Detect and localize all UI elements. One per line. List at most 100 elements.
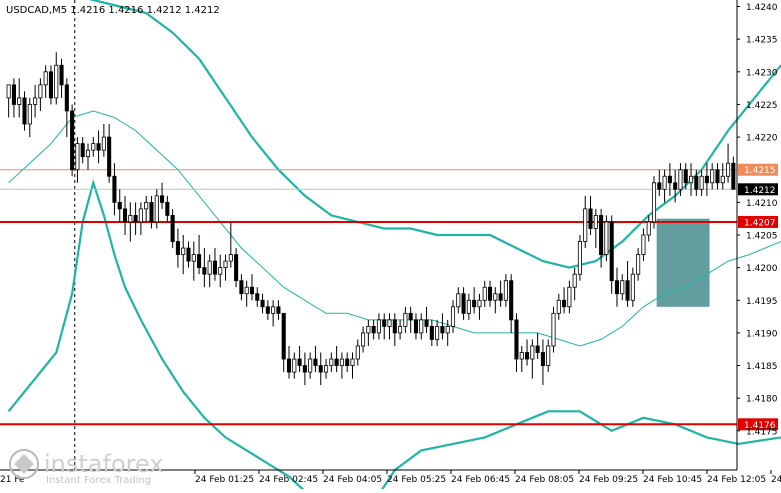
candle-body	[260, 299, 265, 308]
candle-body	[133, 215, 138, 223]
candle-body	[704, 175, 709, 184]
chart-title: USDCAD,M5 1.4216 1.4216 1.4212 1.4212	[6, 5, 220, 16]
candle-body	[424, 319, 429, 327]
candle-body	[334, 358, 339, 366]
candle-body	[170, 215, 175, 242]
candle-body	[710, 169, 715, 184]
candle-body	[366, 325, 371, 334]
x-tick-label: 24 Feb 10:45	[643, 475, 702, 485]
y-tick-label: 1.4175	[746, 427, 778, 437]
candle-body	[91, 143, 96, 151]
candle-body	[329, 358, 334, 366]
candle-body	[107, 136, 112, 177]
candle-body	[493, 293, 498, 301]
candle-body	[96, 143, 101, 151]
candle-body	[70, 110, 75, 171]
y-tick-label: 1.4225	[746, 101, 778, 111]
x-tick-label: 24 Feb 08:05	[515, 475, 574, 485]
candle-body	[218, 267, 223, 275]
y-tick-label: 1.4180	[746, 395, 778, 405]
candle-body	[456, 293, 461, 308]
y-tick-label: 1.4190	[746, 329, 778, 339]
candle-body	[313, 358, 318, 366]
x-tick-label: 24 Feb 06:45	[451, 475, 510, 485]
x-tick-label: 24 Feb 13:25	[771, 475, 781, 485]
candle-body	[636, 254, 641, 275]
candle-body	[514, 319, 519, 360]
candle-body	[419, 319, 424, 334]
x-tick-label: 24 Feb 12:05	[707, 475, 766, 485]
y-tick-label: 1.4210	[746, 199, 778, 209]
candle-body	[117, 201, 122, 210]
candle-body	[197, 254, 202, 269]
candle-body	[223, 260, 228, 269]
y-tick-label: 1.4200	[746, 264, 778, 274]
price-tag-bg	[738, 163, 778, 176]
candle-body	[22, 97, 27, 125]
candle-body	[59, 64, 64, 86]
candle-body	[382, 319, 387, 327]
candle-body	[27, 104, 32, 125]
candle-body	[308, 358, 313, 373]
candle-body	[641, 234, 646, 255]
x-tick-label-first: 21 Fe	[0, 475, 25, 485]
candle-body	[503, 280, 508, 301]
candle-body	[202, 267, 207, 275]
candle-body	[207, 260, 212, 275]
y-tick-label: 1.4235	[746, 36, 778, 46]
x-tick-label: 24 Feb 04:05	[323, 475, 382, 485]
candle-body	[387, 319, 392, 327]
y-tick-label: 1.4240	[746, 3, 778, 13]
candle-body	[683, 169, 688, 184]
candle-body	[350, 358, 355, 366]
candle-body	[625, 280, 630, 301]
price-tag-label: 1.4207	[744, 218, 776, 228]
candle-body	[234, 254, 239, 282]
candle-body	[398, 325, 403, 334]
candle-body	[477, 299, 482, 308]
candle-body	[699, 175, 704, 190]
candle-body	[144, 201, 149, 210]
highlight-zone	[656, 218, 710, 307]
candle-body	[128, 215, 133, 223]
candle-body	[498, 293, 503, 301]
candle-body	[599, 215, 604, 255]
candle-body	[345, 358, 350, 366]
candle-body	[445, 325, 450, 334]
candle-body	[33, 97, 38, 105]
candle-body	[408, 312, 413, 321]
candle-body	[678, 169, 683, 190]
candle-body	[546, 345, 551, 366]
candle-body	[525, 352, 530, 360]
candle-body	[160, 195, 165, 203]
candle-body	[281, 312, 286, 360]
candle-body	[101, 136, 106, 151]
candle-body	[361, 332, 366, 347]
candle-body	[292, 358, 297, 373]
candle-body	[413, 319, 419, 334]
price-tag-bg	[738, 215, 778, 228]
x-tick-label: 24 Feb 01:25	[195, 475, 254, 485]
x-tick-label: 24 Feb 02:45	[259, 475, 318, 485]
candle-body	[286, 358, 292, 373]
candle-body	[244, 286, 249, 295]
candle-body	[726, 162, 731, 177]
candle-body	[212, 260, 217, 275]
candle-body	[265, 306, 270, 314]
candle-body	[181, 247, 186, 255]
candle-body	[604, 221, 609, 255]
candle-body	[186, 247, 191, 262]
price-tag-label: 1.4176	[744, 421, 776, 431]
candle-body	[583, 208, 588, 242]
candle-body	[651, 182, 657, 223]
candle-body	[609, 221, 614, 282]
candle-body	[323, 365, 329, 373]
y-tick-label: 1.4185	[746, 362, 778, 372]
candle-body	[435, 325, 440, 340]
candle-body	[466, 299, 471, 314]
candle-body	[715, 169, 720, 184]
candle-body	[75, 143, 80, 171]
candle-body	[667, 175, 672, 184]
candle-body	[228, 254, 233, 262]
candle-body	[731, 162, 736, 190]
